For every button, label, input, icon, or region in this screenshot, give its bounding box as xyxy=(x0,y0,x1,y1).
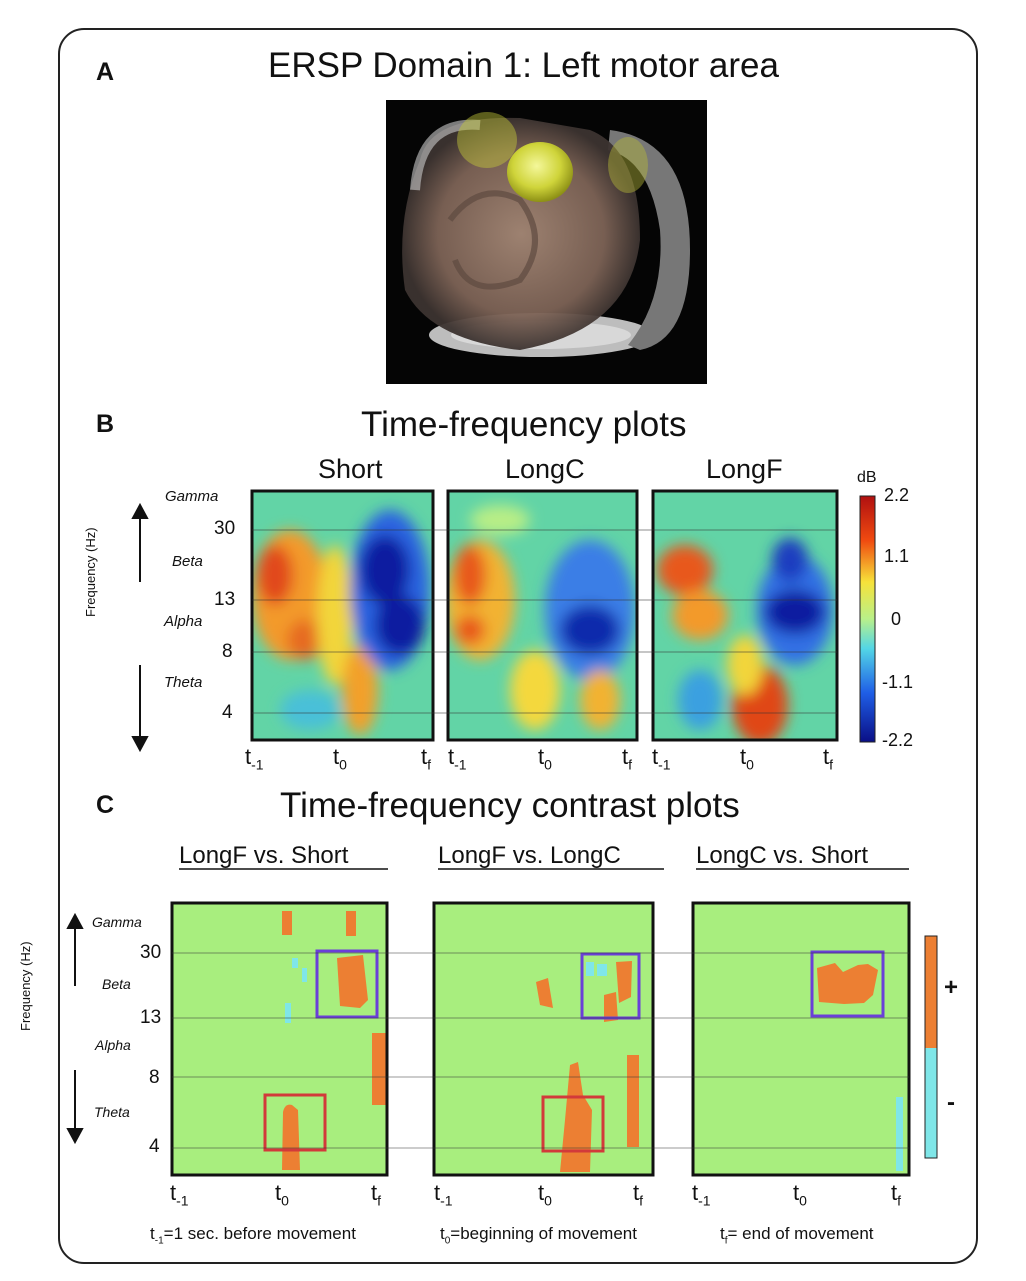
colorbar-tick-neg1-1: -1.1 xyxy=(882,672,914,692)
panel-c-title: Time-frequency contrast plots xyxy=(280,786,740,825)
colorbar-unit: dB xyxy=(857,469,877,486)
subplot-title-longc: LongC xyxy=(505,454,585,484)
band-theta-b: Theta xyxy=(164,674,203,691)
tick-8-c: 8 xyxy=(149,1067,160,1088)
time-tick-t0-c3: t0 xyxy=(793,1180,807,1209)
tick-30-b: 30 xyxy=(214,518,236,539)
time-tick-tm1-c1: t-1 xyxy=(170,1180,189,1209)
contrast-longf-vs-longc xyxy=(432,901,655,1177)
brain-render-image xyxy=(386,100,707,384)
time-tick-t0-c2: t0 xyxy=(538,1180,552,1209)
time-tick-t0-longf: t0 xyxy=(740,744,754,773)
heatmap-longf xyxy=(653,491,837,740)
colorbar-tick-1-1: 1.1 xyxy=(884,546,910,566)
footnote-t-f: tf= end of movement xyxy=(720,1224,874,1247)
heatmap-short xyxy=(252,491,433,740)
time-tick-t0-longc: t0 xyxy=(538,744,552,773)
time-tick-t0-short: t0 xyxy=(333,744,347,773)
time-tick-tm1-c2: t-1 xyxy=(434,1180,453,1209)
panel-c-letter: C xyxy=(96,791,115,819)
frequency-arrow-b xyxy=(131,502,149,753)
subplot-title-longf: LongF xyxy=(706,454,783,484)
tick-13-b: 13 xyxy=(214,589,236,610)
tick-8-b: 8 xyxy=(222,641,233,662)
frequency-axis-label-c: Frequency (Hz) xyxy=(18,941,33,1031)
band-alpha-b: Alpha xyxy=(164,613,203,630)
tick-4-b: 4 xyxy=(222,702,233,723)
footnote-t-0: t0=beginning of movement xyxy=(440,1224,637,1247)
contrast-longf-vs-short xyxy=(170,901,389,1177)
time-tick-tf-longf: tf xyxy=(823,744,834,773)
band-gamma-c: Gamma xyxy=(92,914,142,930)
colorbar-contrast xyxy=(924,935,938,1159)
panel-a-title: ERSP Domain 1: Left motor area xyxy=(268,46,779,85)
colorbar-tick-neg2-2: -2.2 xyxy=(882,730,914,750)
panel-a-letter: A xyxy=(96,58,115,86)
frequency-arrow-c xyxy=(66,912,84,1145)
colorbar-minus-label: - xyxy=(947,1089,955,1116)
time-tick-tf-c2: tf xyxy=(633,1180,644,1209)
colorbar-tick-2-2: 2.2 xyxy=(884,485,910,505)
panel-b-letter: B xyxy=(96,410,115,438)
time-tick-tf-longc: tf xyxy=(622,744,633,773)
colorbar-db xyxy=(859,495,876,743)
band-beta-b: Beta xyxy=(172,553,203,570)
footnote-t-minus-1: t-1=1 sec. before movement xyxy=(150,1224,356,1247)
tick-13-c: 13 xyxy=(140,1007,162,1028)
panel-b-title: Time-frequency plots xyxy=(361,405,687,444)
tick-4-c: 4 xyxy=(149,1136,160,1157)
tick-30-c: 30 xyxy=(140,942,162,963)
time-tick-tf-short: tf xyxy=(421,744,432,773)
figure-frame xyxy=(58,28,978,1264)
contrast-title-longc-short: LongC vs. Short xyxy=(696,842,869,869)
time-tick-tf-c1: tf xyxy=(371,1180,382,1209)
band-alpha-c: Alpha xyxy=(95,1037,131,1053)
time-tick-tm1-short: t-1 xyxy=(245,744,264,773)
heatmap-longc xyxy=(448,491,637,740)
band-theta-c: Theta xyxy=(94,1104,130,1120)
time-tick-tm1-longc: t-1 xyxy=(448,744,467,773)
time-tick-t0-c1: t0 xyxy=(275,1180,289,1209)
subplot-title-short: Short xyxy=(318,454,383,484)
contrast-title-longf-short: LongF vs. Short xyxy=(179,842,349,869)
band-beta-c: Beta xyxy=(102,976,131,992)
time-tick-tf-c3: tf xyxy=(891,1180,902,1209)
colorbar-tick-0: 0 xyxy=(891,609,902,629)
colorbar-plus-label: + xyxy=(944,974,959,1001)
contrast-longc-vs-short xyxy=(691,901,911,1177)
time-tick-tm1-c3: t-1 xyxy=(692,1180,711,1209)
band-gamma-b: Gamma xyxy=(165,488,219,505)
frequency-axis-label-b: Frequency (Hz) xyxy=(83,527,98,617)
contrast-title-longf-longc: LongF vs. LongC xyxy=(438,842,621,869)
time-tick-tm1-longf: t-1 xyxy=(652,744,671,773)
